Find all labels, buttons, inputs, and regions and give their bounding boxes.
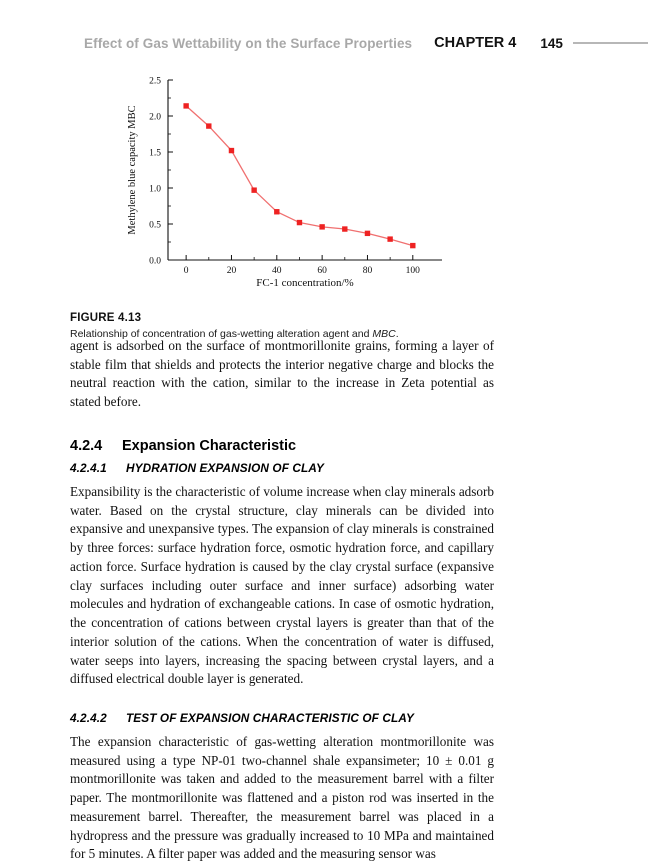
svg-text:2.5: 2.5 bbox=[149, 77, 161, 87]
chart-axes bbox=[167, 80, 442, 261]
chart-x-axis-title: FC-1 concentration/% bbox=[256, 277, 353, 289]
chart-x-ticks: 0 20 40 60 80 100 bbox=[184, 255, 420, 276]
figure-block: 0.0 0.5 1.0 1.5 2.0 2.5 0 20 40 60 80 100 FC-1 con… bbox=[70, 72, 578, 341]
heading-text: Expansion Characteristic bbox=[122, 437, 297, 454]
figure-caption-before: Relationship of concentration of gas-wet… bbox=[70, 328, 373, 340]
chart-series-markers bbox=[183, 103, 416, 249]
header-rule bbox=[572, 42, 648, 44]
subheading-text: TEST OF EXPANSION CHARACTERISTIC OF CLAY bbox=[126, 711, 415, 726]
mbc-vs-concentration-chart: 0.0 0.5 1.0 1.5 2.0 2.5 0 20 40 60 80 100 FC-1 con… bbox=[127, 77, 442, 289]
chart-container: 0.0 0.5 1.0 1.5 2.0 2.5 0 20 40 60 80 100 FC-1 con… bbox=[122, 72, 452, 290]
svg-text:0.5: 0.5 bbox=[149, 221, 161, 231]
svg-text:80: 80 bbox=[363, 266, 373, 276]
header-chapter-label: CHAPTER 4 bbox=[434, 35, 517, 51]
svg-text:0.0: 0.0 bbox=[149, 257, 161, 267]
paragraph-intro: agent is adsorbed on the surface of mont… bbox=[70, 338, 494, 410]
subheading-text: HYDRATION EXPANSION OF CLAY bbox=[126, 460, 325, 475]
figure-caption-italic: MBC bbox=[372, 328, 396, 340]
chart-y-ticks: 0.0 0.5 1.0 1.5 2.0 2.5 bbox=[149, 77, 173, 267]
chart-y-axis-title: Methylene blue capacity MBC bbox=[127, 105, 138, 234]
paragraph-test-method: The expansion characteristic of gas-wett… bbox=[70, 734, 494, 862]
svg-text:1.5: 1.5 bbox=[149, 149, 161, 159]
page-header: Effect of Gas Wettability on the Surface… bbox=[0, 30, 648, 56]
body-column: agent is adsorbed on the surface of mont… bbox=[70, 337, 494, 864]
subheading-number: 4.2.4.1 bbox=[70, 460, 107, 475]
heading-number: 4.2.4 bbox=[70, 437, 103, 454]
figure-label: FIGURE 4.13 bbox=[70, 312, 142, 324]
subheading-test-expansion: 4.2.4.2 TEST OF EXPANSION CHARACTERISTIC… bbox=[70, 711, 494, 725]
figure-caption-text: Relationship of concentration of gas-wet… bbox=[70, 328, 540, 341]
svg-text:100: 100 bbox=[406, 266, 421, 276]
svg-text:40: 40 bbox=[272, 266, 282, 276]
svg-text:60: 60 bbox=[317, 266, 327, 276]
svg-text:20: 20 bbox=[227, 266, 237, 276]
subheading-number: 4.2.4.2 bbox=[70, 711, 107, 726]
page-number: 145 bbox=[540, 35, 563, 51]
subheading-hydration-expansion: 4.2.4.1 HYDRATION EXPANSION OF CLAY bbox=[70, 461, 494, 475]
svg-text:0: 0 bbox=[184, 266, 189, 276]
header-running-title: Effect of Gas Wettability on the Surface… bbox=[84, 35, 413, 51]
figure-caption: FIGURE 4.13 Relationship of concentratio… bbox=[70, 312, 540, 341]
paragraph-expansibility: Expansibility is the characteristic of v… bbox=[70, 483, 494, 687]
svg-text:2.0: 2.0 bbox=[149, 113, 161, 123]
figure-caption-after: . bbox=[395, 328, 399, 340]
svg-text:1.0: 1.0 bbox=[149, 185, 161, 195]
heading-expansion-characteristic: 4.2.4 Expansion Characteristic bbox=[70, 438, 494, 454]
